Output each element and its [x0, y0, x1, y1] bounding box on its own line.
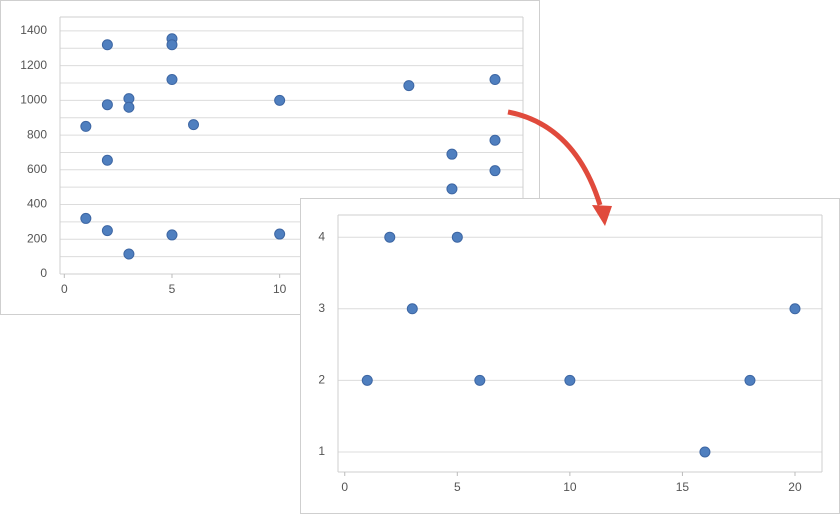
- point: [489, 74, 501, 86]
- y-tick-label: 0: [40, 266, 47, 280]
- point: [564, 374, 576, 386]
- point: [188, 119, 200, 131]
- point: [80, 212, 92, 224]
- point: [403, 80, 415, 92]
- x-tick-label: 10: [563, 480, 577, 494]
- point: [166, 229, 178, 241]
- point: [166, 39, 178, 51]
- point: [699, 446, 711, 458]
- point: [446, 148, 458, 160]
- y-tick-label: 200: [27, 231, 47, 245]
- x-tick-label: 5: [169, 282, 176, 296]
- front-panel: [300, 198, 840, 514]
- x-tick-label: 10: [273, 282, 287, 296]
- arrow-shaft: [507, 109, 603, 206]
- x-tick-label: 20: [788, 480, 802, 494]
- x-tick-label: 0: [61, 282, 68, 296]
- y-tick-label: 1000: [20, 93, 47, 107]
- y-tick-label: 1400: [20, 23, 47, 37]
- point: [489, 165, 501, 177]
- point: [80, 120, 92, 132]
- point: [166, 74, 178, 86]
- point: [474, 374, 486, 386]
- point: [274, 228, 286, 240]
- point: [406, 303, 418, 315]
- point: [361, 374, 373, 386]
- y-tick-label: 2: [318, 373, 325, 387]
- y-tick-label: 1200: [20, 58, 47, 72]
- point: [123, 101, 135, 113]
- point: [451, 231, 463, 243]
- point: [489, 134, 501, 146]
- y-tick-label: 3: [318, 301, 325, 315]
- point: [101, 154, 113, 166]
- y-tick-label: 600: [27, 162, 47, 176]
- point: [384, 231, 396, 243]
- point: [123, 248, 135, 260]
- point: [446, 183, 458, 195]
- point: [274, 94, 286, 106]
- point: [744, 374, 756, 386]
- y-tick-label: 1: [318, 444, 325, 458]
- point: [789, 303, 801, 315]
- point: [101, 39, 113, 51]
- x-tick-label: 5: [454, 480, 461, 494]
- x-tick-label: 15: [676, 480, 690, 494]
- y-tick-label: 4: [318, 229, 325, 243]
- point: [101, 225, 113, 237]
- y-tick-label: 400: [27, 197, 47, 211]
- front-chart: 1 2 3 4 0 5 10 15 20: [318, 214, 823, 494]
- point: [101, 99, 113, 111]
- y-tick-label: 800: [27, 127, 47, 141]
- arrow-head: [592, 205, 612, 226]
- x-tick-label: 0: [341, 480, 348, 494]
